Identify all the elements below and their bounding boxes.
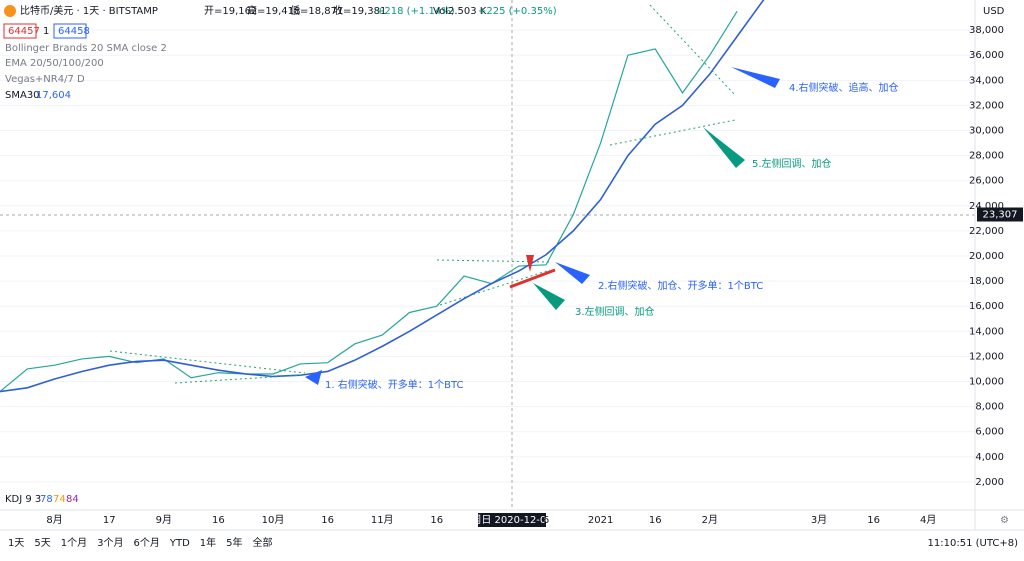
trendlines (109, 4, 736, 384)
buy-price[interactable]: 64458 (58, 26, 90, 37)
ohlc: 高=19,418 (247, 4, 300, 17)
range-button[interactable]: 1年 (200, 536, 216, 549)
x-tick-label: 16 (321, 515, 334, 526)
buy-button[interactable] (53, 23, 87, 39)
y-tick-label: 22,000 (969, 226, 1004, 237)
ohlc: 收=19,381 (333, 4, 386, 17)
range-button[interactable]: 全部 (253, 536, 273, 549)
coin-icon (4, 5, 16, 17)
range-button[interactable]: 1天 (8, 538, 24, 549)
settings[interactable]: ⚙ (1000, 515, 1009, 526)
x-tick-label: 8月 (46, 514, 62, 526)
y-tick-label: 36,000 (969, 50, 1004, 61)
kdj-k: 78 (40, 494, 53, 505)
annotation: 4.右侧突破、追高、加仓 (789, 81, 899, 94)
x-tick-label: 9月 (156, 514, 172, 526)
x-tick-label: 11月 (371, 514, 394, 526)
range-button[interactable]: 3个月 (97, 537, 123, 549)
range-button[interactable]: YTD (169, 538, 190, 549)
y-tick-label: 2,000 (975, 477, 1004, 488)
kdj-d: 74 (53, 494, 66, 505)
y-tick-label: 26,000 (969, 176, 1004, 187)
x-tick-label: 2021 (588, 515, 613, 526)
annotation: 5.左侧回调、加仓 (752, 157, 832, 170)
ohlc: 低=18,871 (290, 4, 343, 17)
y-tick-label: 28,000 (969, 151, 1004, 162)
x-tick-label: 6 (543, 515, 549, 526)
range-button[interactable]: 6个月 (134, 537, 160, 549)
x-tick-label: 4月 (920, 514, 936, 526)
annotation: 3.左侧回调、加仓 (575, 305, 655, 318)
range-button[interactable]: 5年 (226, 536, 242, 549)
last-price-bg (977, 207, 1023, 222)
y-tick-label: 10,000 (969, 377, 1004, 388)
change: +225 (+0.35%) (478, 6, 557, 17)
x-tick-label: 10月 (262, 514, 285, 526)
change: +218 (+1.14%) (376, 6, 455, 17)
range-button[interactable]: 5天 (34, 538, 50, 549)
y-tick-label: 24,000 (969, 201, 1004, 212)
y-tick-label: 12,000 (969, 351, 1004, 362)
volume: Vol2.503 K (433, 6, 487, 17)
x-tick-label: 16 (649, 515, 662, 526)
annotation: 1. 右侧突破、开多单：1个BTC (325, 378, 463, 391)
series-line (0, 10, 738, 393)
y-tick-label: 34,000 (969, 75, 1004, 86)
last-price: 23,307 (983, 210, 1018, 221)
sell-button[interactable] (3, 23, 37, 39)
range-button[interactable]: 1个月 (61, 537, 87, 549)
y-tick-label: 14,000 (969, 326, 1004, 337)
highlight (509, 268, 556, 289)
indicator[interactable]: Bollinger Brands 20 SMA close 2 (5, 43, 167, 54)
series-line (0, 0, 765, 393)
y-tick-label: 32,000 (969, 100, 1004, 111)
y-tick-label: 4,000 (975, 452, 1004, 463)
y-tick-label: 30,000 (969, 126, 1004, 137)
quantity[interactable]: 1 (43, 26, 49, 37)
y-tick-label: 16,000 (969, 301, 1004, 312)
crosshair-date: 周日 2020-12-06 (471, 514, 552, 526)
crosshair-date-bg (478, 513, 546, 527)
currency[interactable]: USD (983, 6, 1005, 17)
indicator-value: 17,604 (36, 90, 71, 101)
sell-price[interactable]: 64457 (8, 26, 40, 37)
x-tick-label: 17 (103, 515, 116, 526)
y-tick-label: 20,000 (969, 251, 1004, 262)
indicator[interactable]: EMA 20/50/100/200 (5, 58, 104, 69)
annotation: 2.右侧突破、加仓、开多单：1个BTC (598, 279, 763, 292)
kdj: KDJ 9 3 (5, 494, 41, 505)
indicator[interactable]: SMA30 (5, 90, 40, 101)
x-tick-label: 2月 (702, 514, 718, 526)
clock: 11:10:51 (UTC+8) (928, 538, 1019, 549)
x-tick-label: 16 (867, 515, 880, 526)
y-tick-label: 8,000 (975, 402, 1004, 413)
arrows (305, 67, 780, 385)
x-tick-label: 3月 (811, 514, 827, 526)
x-tick-label: 16 (212, 515, 225, 526)
y-tick-label: 38,000 (969, 25, 1004, 36)
kdj-j: 84 (66, 494, 79, 505)
ohlc: 开=19,162 (204, 6, 257, 17)
indicator[interactable]: Vegas+NR4/7 D (5, 74, 85, 85)
y-tick-label: 6,000 (975, 427, 1004, 438)
symbol: 比特币/美元 · 1天 · BITSTAMP (20, 4, 158, 17)
x-tick-label: 16 (430, 515, 443, 526)
y-tick-label: 18,000 (969, 276, 1004, 287)
